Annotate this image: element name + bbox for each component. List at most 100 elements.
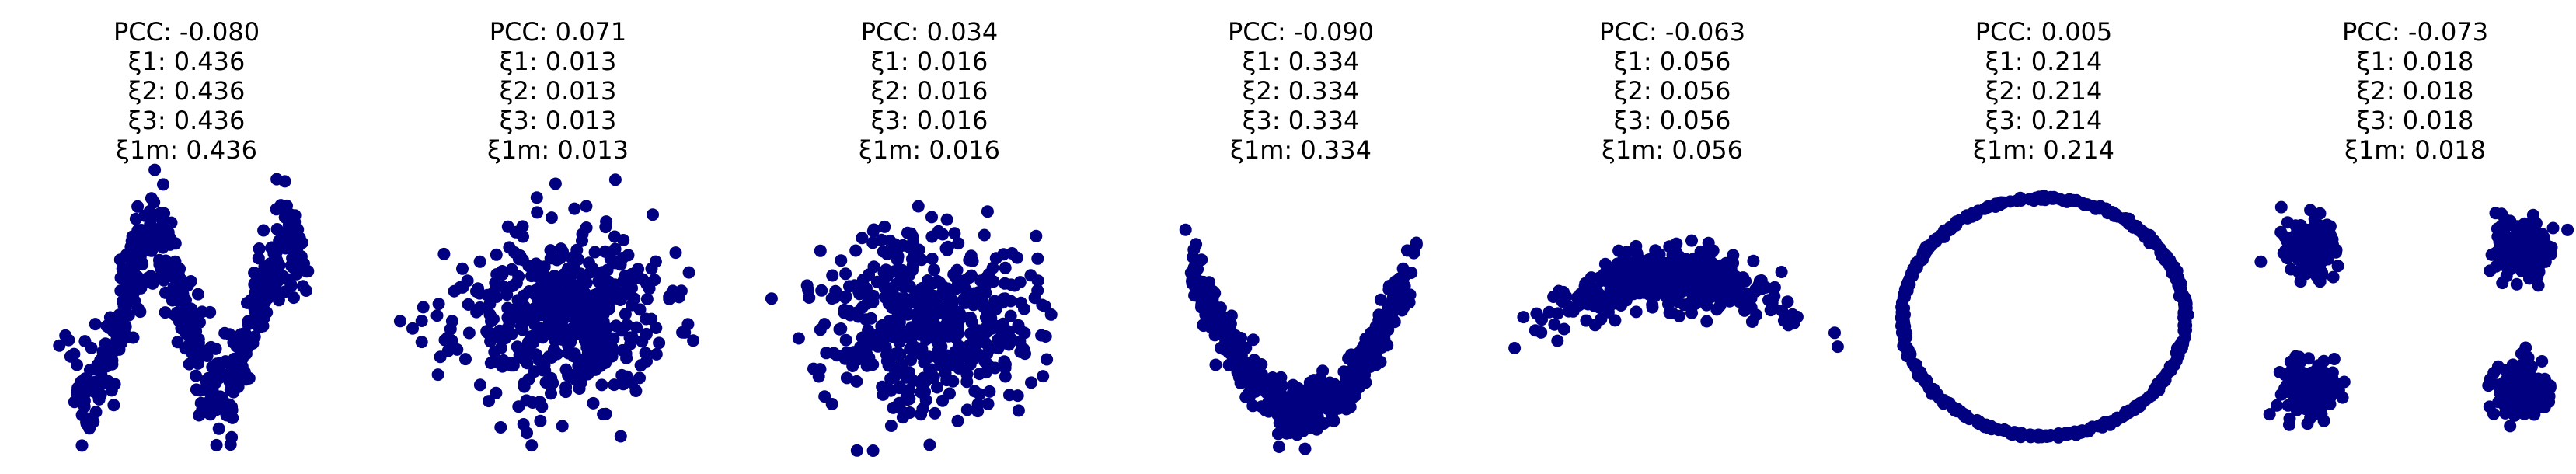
title-xi3: ξ3: 0.013 — [371, 106, 744, 135]
scatter-point — [676, 326, 688, 339]
scatter-plot-w-shape — [31, 180, 342, 454]
scatter-point — [157, 178, 169, 190]
scatter-point — [539, 322, 552, 334]
scatter-point — [916, 403, 929, 415]
scatter-point — [1621, 246, 1633, 258]
title-xi1m: ξ1m: 0.214 — [1857, 135, 2230, 165]
scatter-point — [1319, 396, 1331, 408]
title-xi2: ξ2: 0.334 — [1114, 76, 1487, 106]
scatter-point — [1683, 262, 1696, 274]
scatter-point — [1963, 413, 1975, 425]
scatter-point — [2170, 267, 2183, 279]
scatter-point — [562, 263, 574, 275]
scatter-point — [545, 252, 557, 264]
scatter-point — [241, 339, 253, 351]
scatter-point — [2314, 275, 2327, 288]
scatter-point — [2518, 218, 2531, 230]
scatter-point — [111, 322, 124, 334]
scatter-point — [1898, 325, 1910, 337]
scatter-point — [582, 347, 594, 359]
scatter-point — [474, 378, 486, 391]
scatter-point — [213, 423, 225, 435]
scatter-point — [1897, 307, 1909, 319]
scatter-plot-wide-blob — [403, 180, 713, 454]
scatter-point — [926, 253, 939, 265]
scatter-point — [2081, 198, 2093, 211]
scatter-point — [923, 439, 936, 451]
scatter-point — [963, 254, 975, 267]
scatter-point — [893, 267, 905, 279]
scatter-point — [1649, 244, 1661, 256]
scatter-point — [84, 364, 96, 376]
scatter-point — [1031, 253, 1044, 265]
scatter-point — [667, 284, 679, 297]
scatter-point — [525, 330, 538, 343]
scatter-point — [2137, 225, 2149, 238]
scatter-point — [204, 306, 216, 319]
scatter-point — [1314, 372, 1326, 385]
title-xi1: ξ1: 0.214 — [1857, 47, 2230, 76]
scatter-point — [1551, 335, 1563, 347]
scatter-point — [2097, 420, 2110, 432]
title-xi1: ξ1: 0.334 — [1114, 47, 1487, 76]
scatter-point — [235, 328, 247, 340]
scatter-point — [2049, 192, 2062, 204]
scatter-point — [1032, 274, 1044, 287]
scatter-point — [1349, 361, 1361, 374]
scatter-point — [517, 220, 529, 232]
scatter-point — [2292, 232, 2304, 245]
scatter-point — [1375, 340, 1388, 352]
scatter-point — [568, 203, 580, 215]
scatter-point — [600, 408, 612, 420]
scatter-point — [939, 308, 951, 321]
scatter-point — [876, 381, 888, 393]
scatter-point — [76, 439, 89, 451]
scatter-point — [2491, 246, 2504, 258]
scatter-point — [534, 288, 546, 301]
scatter-point — [1189, 270, 1201, 283]
scatter-point — [997, 296, 1009, 308]
scatter-point — [983, 268, 995, 281]
scatter-point — [966, 348, 978, 361]
scatter-point — [1231, 352, 1243, 364]
scatter-point — [891, 240, 903, 253]
scatter-point — [239, 366, 251, 378]
scatter-point — [121, 265, 134, 277]
scatter-point — [990, 252, 1002, 264]
scatter-point — [2254, 256, 2267, 268]
scatter-point — [546, 211, 558, 224]
scatter-point — [615, 430, 627, 443]
title-pcc: PCC: -0.063 — [1486, 17, 1859, 47]
scatter-point — [1713, 278, 1726, 291]
scatter-point — [2541, 389, 2553, 401]
scatter-point — [487, 313, 500, 326]
scatter-point — [928, 371, 940, 384]
title-pcc: PCC: -0.090 — [1114, 17, 1487, 47]
scatter-point — [1908, 263, 1920, 276]
scatter-point — [591, 336, 604, 349]
scatter-point — [577, 228, 589, 240]
scatter-point — [1208, 287, 1221, 299]
scatter-point — [1769, 281, 1781, 294]
scatter-point — [1219, 336, 1232, 348]
scatter-point — [560, 364, 573, 376]
panel-title: PCC: -0.090 ξ1: 0.334 ξ2: 0.334 ξ3: 0.33… — [1114, 17, 1487, 165]
scatter-point — [1727, 249, 1739, 261]
scatter-point — [793, 333, 805, 345]
scatter-point — [978, 355, 991, 368]
scatter-point — [416, 315, 428, 327]
scatter-point — [801, 279, 814, 291]
scatter-point — [445, 334, 458, 347]
scatter-point — [1599, 258, 1612, 270]
scatter-point — [621, 319, 633, 331]
scatter-point — [2330, 244, 2343, 256]
scatter-point — [1030, 230, 1042, 242]
scatter-point — [1615, 299, 1627, 312]
scatter-point — [1951, 403, 1964, 415]
scatter-point — [877, 246, 890, 258]
scatter-point — [2282, 399, 2295, 412]
scatter-point — [433, 298, 445, 310]
scatter-point — [2292, 266, 2305, 278]
scatter-point — [294, 259, 306, 271]
scatter-point — [1013, 404, 1025, 416]
